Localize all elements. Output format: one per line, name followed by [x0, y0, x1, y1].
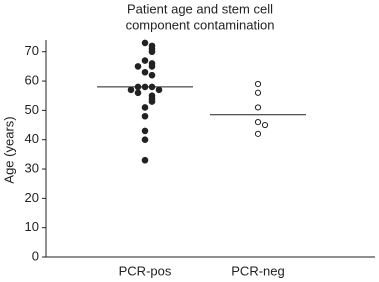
data-point: [254, 130, 262, 137]
x-tick-label: PCR-neg: [231, 263, 284, 278]
x-tick-label: PCR-pos: [119, 263, 172, 278]
data-point: [254, 119, 262, 126]
data-point: [148, 48, 156, 56]
data-point: [254, 80, 262, 88]
data-point: [141, 136, 149, 144]
y-tick-label: 0: [32, 248, 39, 263]
data-point: [141, 127, 149, 135]
data-point: [141, 68, 149, 76]
data-point: [134, 63, 142, 70]
data-point: [141, 57, 149, 64]
y-tick-label: 60: [25, 72, 39, 87]
chart-title-line: component contamination: [126, 17, 275, 32]
data-point: [141, 112, 149, 120]
data-point: [148, 83, 156, 91]
data-point: [141, 104, 149, 111]
y-tick-label: 70: [25, 43, 39, 58]
chart-title-line: Patient age and stem cell: [127, 1, 273, 16]
y-axis-label: Age (years): [1, 116, 16, 183]
data-point: [261, 121, 269, 129]
data-point: [134, 89, 142, 97]
data-point: [148, 71, 156, 79]
data-point: [127, 86, 135, 94]
y-tick-label: 20: [25, 190, 39, 205]
data-point: [148, 98, 156, 105]
y-tick-label: 10: [25, 219, 39, 234]
data-point: [155, 86, 163, 94]
y-tick-label: 30: [25, 160, 39, 175]
y-tick-label: 40: [25, 131, 39, 146]
y-tick-label: 50: [25, 102, 39, 117]
data-point: [141, 39, 149, 47]
data-point: [254, 104, 262, 111]
data-point: [141, 83, 149, 91]
data-point: [148, 63, 156, 70]
data-point: [254, 89, 262, 96]
data-point: [134, 83, 142, 91]
data-point: [141, 156, 149, 164]
